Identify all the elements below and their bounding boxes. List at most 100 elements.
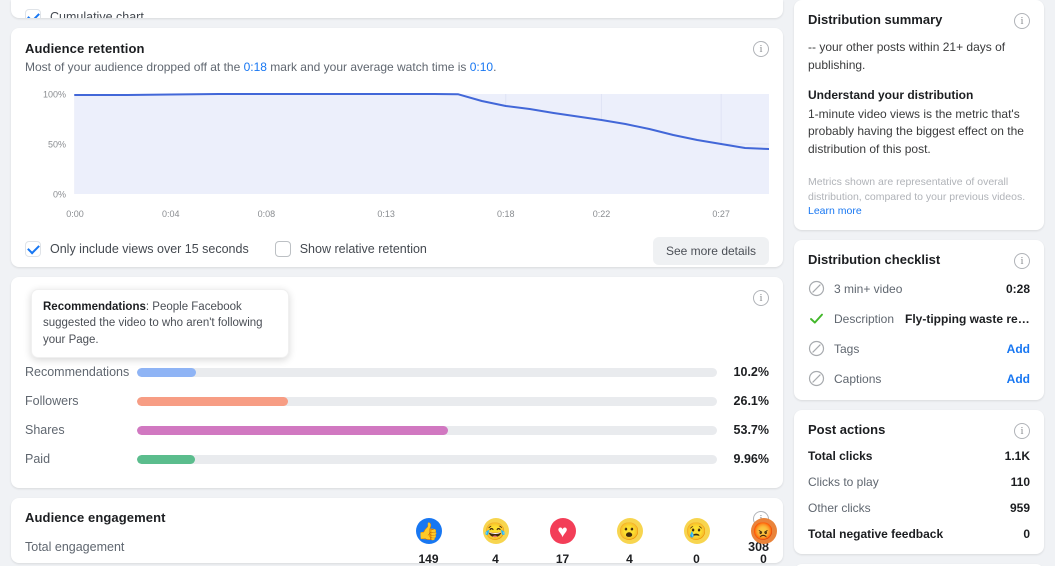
like-reaction-icon: 👍 <box>415 518 442 544</box>
distribution-bar-row: Shares 53.7% <box>25 416 769 445</box>
post-action-row: Total negative feedback 0 <box>808 527 1030 541</box>
haha-reaction-icon: 😂 <box>482 518 509 544</box>
check-icon <box>808 310 825 327</box>
sad-reaction-icon: 😢 <box>683 518 710 544</box>
checkbox-checked-icon[interactable] <box>25 241 41 257</box>
distribution-bars-card: i Recommendations : People Facebook sugge… <box>11 277 783 488</box>
distribution-bar-row: Followers 26.1% <box>25 387 769 416</box>
top-page-shares-card: Top Page shares i <box>794 564 1044 566</box>
svg-text:100%: 100% <box>43 90 66 100</box>
distribution-bar-list: Recommendations 10.2% Followers 26.1% Shares… <box>25 358 769 474</box>
audience-engagement-card: Audience engagement i Total engagement30… <box>11 497 783 563</box>
svg-text:0:08: 0:08 <box>258 209 276 219</box>
svg-text:0:00: 0:00 <box>66 209 84 219</box>
post-action-row: Other clicks 959 <box>808 501 1030 515</box>
cumulative-chart-card: Cumulative chart <box>11 0 783 18</box>
bar-label: Recommendations <box>25 365 130 380</box>
post-action-value: 0 <box>1023 527 1030 542</box>
checklist-value: 0:28 <box>1005 281 1030 296</box>
distribution-checklist-title: Distribution checklist <box>808 252 941 268</box>
distribution-summary-note: Metrics shown are representative of over… <box>808 175 1026 203</box>
show-relative-retention-label: Show relative retention <box>299 242 427 256</box>
circle-slash-icon <box>808 280 825 297</box>
bar-fill <box>137 454 195 464</box>
reaction-cell: 😂 4 <box>462 518 529 566</box>
retention-chart: 100% 50% 0% 0:00 0:04 0:08 0:13 0:18 0:22 0:27 <box>25 86 769 231</box>
circle-slash-icon <box>808 340 825 357</box>
bar-label: Paid <box>25 452 51 467</box>
audience-retention-title: Audience retention <box>25 41 145 56</box>
wow-reaction-icon: 😮 <box>616 518 643 544</box>
bar-track <box>137 454 717 464</box>
dropoff-mark-value: 0:18 <box>243 60 267 74</box>
checklist-row: Description Fly-tipping waste remov... <box>808 310 1030 327</box>
angry-reaction-icon: 😡 <box>750 518 777 544</box>
love-reaction-icon: ♥ <box>549 518 576 544</box>
retention-options-row: Only include views over 15 seconds Show … <box>25 237 769 265</box>
retention-chart-svg: 100% 50% 0%0:00 0:04 0:08 0:13 0:18 0:22 0:27 <box>43 90 769 219</box>
svg-text:0:22: 0:22 <box>593 209 611 219</box>
see-more-details-button[interactable]: See more details <box>652 237 769 265</box>
post-action-value: 110 <box>1010 475 1030 490</box>
reaction-cell: ♥ 17 <box>529 518 596 566</box>
post-action-label: Total clicks <box>808 449 873 464</box>
svg-text:0:18: 0:18 <box>497 209 515 219</box>
post-action-row: Total clicks 1.1K <box>808 449 1030 463</box>
subtitle-text-pre: Most of your audience dropped off at the <box>25 60 244 74</box>
post-action-label: Clicks to play <box>808 475 879 490</box>
checkbox-checked-icon[interactable] <box>25 9 41 18</box>
checklist-row: 3 min+ video 0:28 <box>808 280 1030 297</box>
checklist-info-icon[interactable]: i <box>1014 253 1030 270</box>
post-action-label: Total negative feedback <box>808 527 944 542</box>
checklist-add-link[interactable]: Add <box>1006 371 1030 386</box>
tooltip-text: : People Facebook suggested the video to… <box>43 301 263 346</box>
bar-label: Followers <box>25 394 79 409</box>
bar-value: 53.7% <box>733 423 769 438</box>
checklist-label: 3 min+ video <box>834 281 903 296</box>
engagement-label: Total engagement <box>25 539 125 554</box>
checklist-add-link[interactable]: Add <box>1006 341 1030 356</box>
distribution-summary-card: Distribution summary i -- your other pos… <box>794 0 1044 231</box>
reaction-count: 149 <box>418 552 439 566</box>
distribution-bar-row: Paid 9.96% <box>25 445 769 474</box>
post-actions-row-list: Total clicks 1.1K Clicks to play 110 Other c… <box>808 449 1030 541</box>
understand-distribution-heading: Understand your distribution <box>808 87 974 102</box>
circle-slash-icon <box>808 370 825 387</box>
reaction-count: 0 <box>760 552 767 566</box>
reactions-row: 👍 149 😂 4 ♥ 17 😮 4 😢 0 😡 0 <box>395 518 797 566</box>
audience-retention-subtitle: Most of your audience dropped off at the… <box>25 60 769 74</box>
distribution-info-icon[interactable]: i <box>753 290 769 306</box>
right-column: Distribution summary i -- your other pos… <box>794 0 1044 566</box>
retention-info-icon[interactable]: i <box>753 41 769 57</box>
only-15-seconds-checkbox[interactable]: Only include views over 15 seconds <box>25 241 249 257</box>
post-actions-info-icon[interactable]: i <box>1014 423 1030 440</box>
svg-text:0:13: 0:13 <box>377 209 395 219</box>
checklist-label: Description <box>834 311 895 326</box>
audience-engagement-title: Audience engagement <box>25 509 166 525</box>
cumulative-chart-label: Cumulative chart <box>50 10 144 18</box>
checkbox-unchecked-icon[interactable] <box>274 241 291 257</box>
svg-text:50%: 50% <box>48 140 66 150</box>
learn-more-link[interactable]: Learn more <box>808 205 862 218</box>
svg-text:0:27: 0:27 <box>712 209 730 219</box>
bar-fill <box>137 396 289 406</box>
bar-label: Shares <box>25 423 65 438</box>
post-action-value: 959 <box>1009 501 1030 516</box>
subtitle-text-mid: mark and your average watch time is <box>266 60 470 74</box>
summary-info-icon[interactable]: i <box>1014 13 1030 29</box>
checklist-row: Tags Add <box>808 340 1030 357</box>
audience-retention-card: Audience retention Most of your audience… <box>11 28 783 267</box>
checklist-label: Captions <box>834 371 882 386</box>
post-actions-title: Post actions <box>808 422 886 438</box>
reaction-count: 4 <box>492 552 499 566</box>
checklist-label: Tags <box>834 341 860 356</box>
checklist-value: Fly-tipping waste remov... <box>905 311 1030 326</box>
distribution-checklist-card: Distribution checklist i 3 min+ video 0:2… <box>794 240 1044 401</box>
cumulative-chart-checkbox[interactable]: Cumulative chart <box>25 9 144 18</box>
bar-fill <box>137 367 197 377</box>
average-watch-time-value: 0:10 <box>469 60 494 74</box>
show-relative-retention-checkbox[interactable]: Show relative retention <box>274 241 427 257</box>
bar-value: 10.2% <box>733 365 769 380</box>
bar-value: 9.96% <box>733 452 769 467</box>
left-column: Cumulative chart Audience retention Most… <box>11 0 783 563</box>
